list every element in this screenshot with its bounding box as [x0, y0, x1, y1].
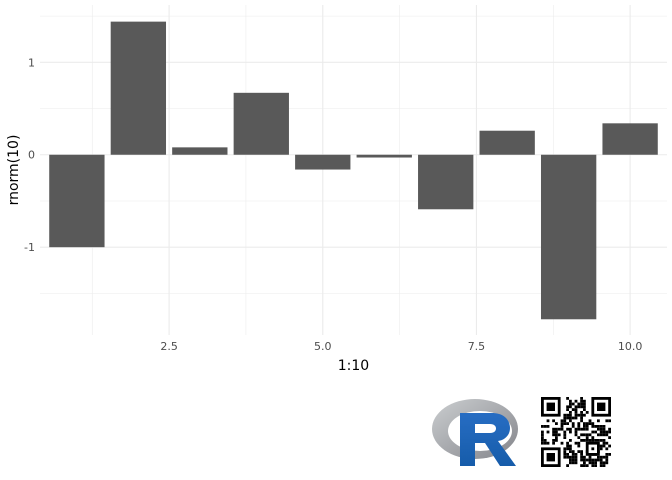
- bar: [602, 123, 658, 155]
- x-tick-label: 10.0: [618, 340, 643, 353]
- x-tick-label: 5.0: [314, 340, 332, 353]
- y-axis-ticks: -1 0 1: [24, 56, 35, 254]
- bar-series: [49, 21, 658, 320]
- x-axis-title: 1:10: [338, 358, 369, 374]
- bar: [418, 154, 474, 210]
- x-tick-label: 2.5: [160, 340, 178, 353]
- bar: [295, 154, 351, 170]
- y-tick-label: 0: [28, 149, 35, 162]
- bar: [540, 154, 597, 320]
- bar: [356, 154, 412, 158]
- bar: [110, 21, 167, 155]
- logo-group: [432, 397, 611, 467]
- y-tick-label: -1: [24, 241, 35, 254]
- bar: [479, 130, 535, 155]
- y-tick-label: 1: [28, 56, 35, 69]
- bar: [49, 154, 105, 248]
- qr-code-icon: [541, 397, 611, 467]
- y-axis-title: rnorm(10): [6, 135, 22, 206]
- bar: [172, 147, 228, 155]
- x-axis-ticks: 2.5 5.0 7.5 10.0: [160, 340, 642, 353]
- bar: [233, 92, 289, 155]
- x-tick-label: 7.5: [468, 340, 486, 353]
- chart: -1 0 1 2.5 5.0 7.5 10.0 1:10 rnorm(10): [6, 5, 667, 374]
- r-logo-icon: [432, 399, 518, 466]
